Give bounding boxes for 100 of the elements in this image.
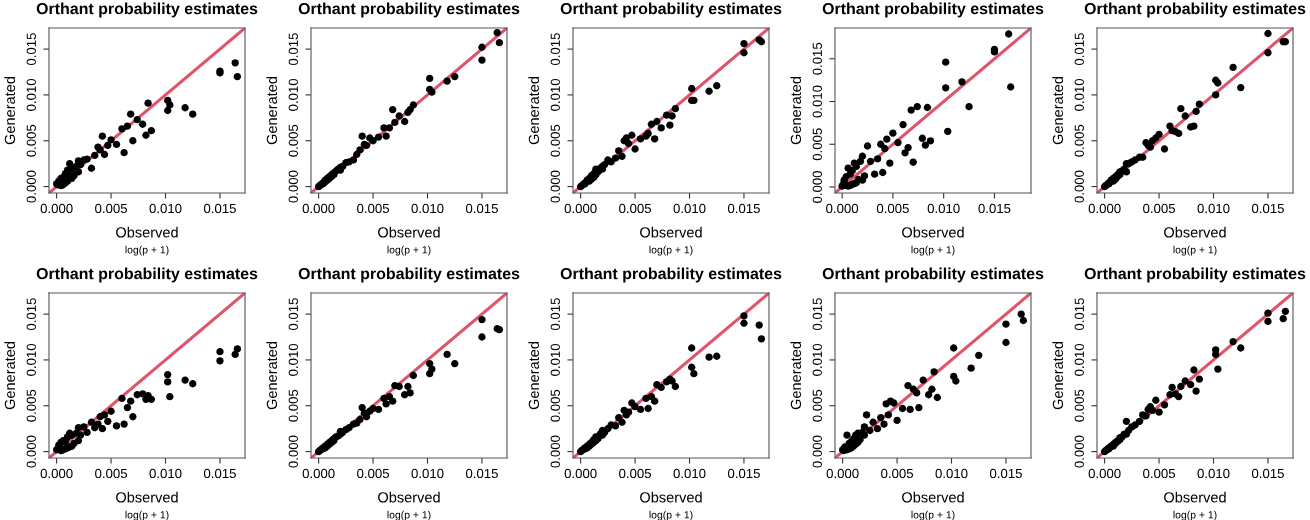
x-tick-label: 0.000 xyxy=(1088,203,1121,214)
x-tick-label: 0.000 xyxy=(826,203,859,214)
x-axis-title: Observed xyxy=(640,226,702,238)
y-axis-title: Generated xyxy=(266,76,278,145)
x-tick-label: 0.000 xyxy=(302,468,335,479)
y-tick-label: 0.010 xyxy=(1074,343,1084,376)
x-tick-label: 0.015 xyxy=(727,468,760,479)
y-tick-label: 0.015 xyxy=(812,42,822,75)
x-tick-label: 0.005 xyxy=(357,468,390,479)
x-tick-label: 0.010 xyxy=(411,468,444,479)
x-tick-label: 0.010 xyxy=(1197,468,1230,479)
x-tick-label: 0.015 xyxy=(465,203,498,214)
y-tick-label: 0.005 xyxy=(812,128,822,161)
x-tick-label: 0.005 xyxy=(619,468,652,479)
y-tick-label: 0.010 xyxy=(812,85,822,118)
x-tick-label: 0.005 xyxy=(95,468,128,479)
text: log(p + 1) xyxy=(1173,245,1217,256)
x-tick-label: 0.010 xyxy=(149,203,182,214)
x-tick-label: 0.010 xyxy=(411,203,444,214)
text: log(p + 1) xyxy=(387,245,431,256)
text: log(p + 1) xyxy=(125,510,169,520)
y-tick-label: 0.015 xyxy=(26,298,36,331)
x-tick-label: 0.005 xyxy=(357,203,390,214)
y-tick-label: 0.005 xyxy=(1074,124,1084,157)
text: log(p + 1) xyxy=(649,245,693,256)
chart-title: Orthant probability estimates xyxy=(822,267,1044,283)
x-tick-label: 0.005 xyxy=(95,203,128,214)
x-tick-label: 0.015 xyxy=(465,468,498,479)
y-axis-title: Generated xyxy=(790,341,802,410)
x-tick-label: 0.010 xyxy=(673,468,706,479)
y-tick-label: 0.015 xyxy=(812,298,822,331)
x-tick-label: 0.000 xyxy=(302,203,335,214)
y-tick-label: 0.005 xyxy=(26,389,36,422)
text: log(p + 1) xyxy=(1173,510,1217,520)
x-tick-label: 0.010 xyxy=(673,203,706,214)
chart-title: Orthant probability estimates xyxy=(822,2,1044,18)
x-axis-title: Observed xyxy=(902,491,964,503)
y-tick-label: 0.005 xyxy=(550,389,560,422)
x-tick-label: 0.000 xyxy=(564,468,597,479)
y-tick-label: 0.010 xyxy=(288,343,298,376)
x-axis-title: Observed xyxy=(378,226,440,238)
x-axis-title: Observed xyxy=(116,226,178,238)
y-axis-title: Generated xyxy=(528,341,540,410)
chart-title: Orthant probability estimates xyxy=(298,2,520,18)
y-tick-label: 0.015 xyxy=(1074,33,1084,66)
x-tick-label: 0.005 xyxy=(1143,468,1176,479)
text: log(p + 1) xyxy=(649,510,693,520)
y-axis-title: Generated xyxy=(4,76,16,145)
x-tick-label: 0.015 xyxy=(1251,203,1284,214)
y-tick-label: 0.010 xyxy=(550,78,560,111)
x-axis-title: Observed xyxy=(1164,491,1226,503)
x-axis-title: Observed xyxy=(378,491,440,503)
x-tick-label: 0.015 xyxy=(727,203,760,214)
x-tick-label: 0.000 xyxy=(826,468,859,479)
x-tick-label: 0.000 xyxy=(40,468,73,479)
x-tick-label: 0.015 xyxy=(1251,468,1284,479)
y-tick-label: 0.005 xyxy=(288,124,298,157)
chart-title: Orthant probability estimates xyxy=(298,267,520,283)
chart-title: Orthant probability estimates xyxy=(36,267,258,283)
x-tick-label: 0.000 xyxy=(564,203,597,214)
y-axis-title: Generated xyxy=(1052,76,1064,145)
text: log(p + 1) xyxy=(125,245,169,256)
y-tick-label: 0.005 xyxy=(1074,389,1084,422)
x-tick-label: 0.015 xyxy=(203,203,236,214)
x-tick-label: 0.010 xyxy=(149,468,182,479)
y-tick-label: 0.010 xyxy=(26,343,36,376)
y-tick-label: 0.015 xyxy=(26,33,36,66)
x-tick-label: 0.000 xyxy=(1088,468,1121,479)
y-tick-label: 0.010 xyxy=(812,343,822,376)
y-tick-label: 0.015 xyxy=(288,33,298,66)
text: log(p + 1) xyxy=(387,510,431,520)
chart-title: Orthant probability estimates xyxy=(1084,267,1306,283)
y-axis-title: Generated xyxy=(790,76,802,145)
x-tick-label: 0.005 xyxy=(876,203,909,214)
y-tick-label: 0.015 xyxy=(550,298,560,331)
chart-title: Orthant probability estimates xyxy=(560,267,782,283)
chart-title: Orthant probability estimates xyxy=(560,2,782,18)
text: log(p + 1) xyxy=(911,245,955,256)
y-tick-label: 0.010 xyxy=(1074,78,1084,111)
chart-title: Orthant probability estimates xyxy=(36,2,258,18)
y-tick-label: 0.005 xyxy=(288,389,298,422)
x-axis-title: Observed xyxy=(902,226,964,238)
y-tick-label: 0.015 xyxy=(288,298,298,331)
y-axis-title: Generated xyxy=(4,341,16,410)
x-axis-title: Observed xyxy=(640,491,702,503)
x-tick-label: 0.015 xyxy=(978,203,1011,214)
x-tick-label: 0.015 xyxy=(203,468,236,479)
x-tick-label: 0.010 xyxy=(1197,203,1230,214)
x-tick-label: 0.010 xyxy=(935,468,968,479)
x-axis-title: Observed xyxy=(116,491,178,503)
y-tick-label: 0.015 xyxy=(550,33,560,66)
y-tick-label: 0.010 xyxy=(288,78,298,111)
text: log(p + 1) xyxy=(911,510,955,520)
x-axis-title: Observed xyxy=(1164,226,1226,238)
y-tick-label: 0.005 xyxy=(812,389,822,422)
x-tick-label: 0.005 xyxy=(619,203,652,214)
y-tick-label: 0.005 xyxy=(26,124,36,157)
y-axis-title: Generated xyxy=(266,341,278,410)
x-tick-label: 0.005 xyxy=(1143,203,1176,214)
y-tick-label: 0.015 xyxy=(1074,298,1084,331)
